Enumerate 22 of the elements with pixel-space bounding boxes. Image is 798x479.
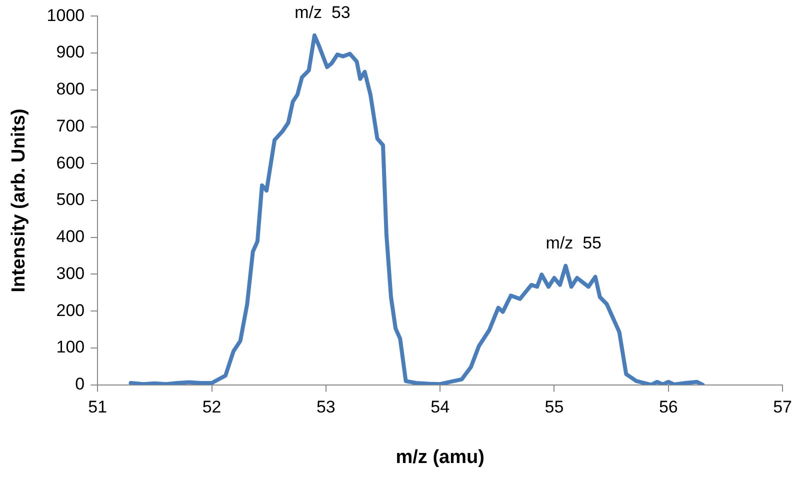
- annotation: m/z 53: [294, 3, 350, 22]
- y-tick-label: 100: [56, 338, 85, 357]
- y-tick-label: 900: [56, 42, 85, 62]
- x-tick-label: 56: [658, 398, 678, 417]
- x-tick-label: 53: [316, 398, 336, 417]
- y-tick-label: 700: [56, 116, 85, 136]
- y-tick-label: 200: [56, 300, 85, 320]
- y-tick-label: 600: [56, 153, 85, 172]
- x-axis-title: m/z (amu): [396, 446, 484, 468]
- x-tick-label: 57: [773, 398, 792, 417]
- y-tick-label: 400: [56, 227, 85, 246]
- x-tick-label: 54: [430, 398, 450, 417]
- y-tick-label: 0: [75, 374, 85, 394]
- y-tick-label: 800: [56, 80, 85, 99]
- x-tick-label: 55: [544, 398, 564, 417]
- y-tick-label: 500: [56, 190, 85, 210]
- x-tick-label: 52: [202, 398, 222, 417]
- y-tick-label: 1000: [46, 6, 85, 25]
- annotation: m/z 55: [546, 233, 602, 252]
- y-tick-label: 300: [56, 264, 85, 283]
- y-axis-title: Intensity (arb. Units): [8, 108, 30, 292]
- x-tick-label: 51: [88, 398, 108, 417]
